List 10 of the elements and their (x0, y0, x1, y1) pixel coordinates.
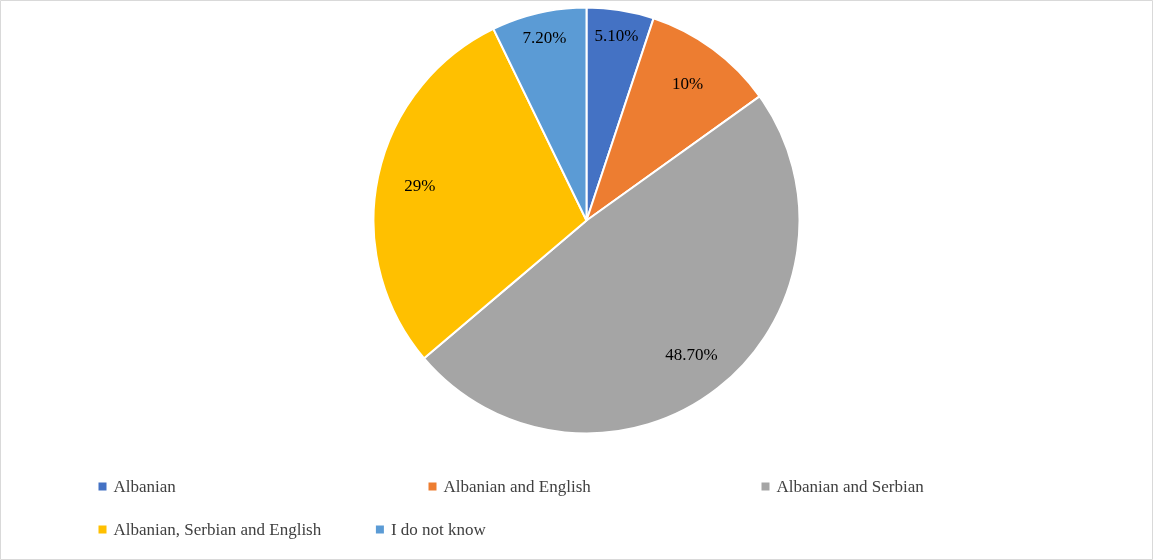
data-label: 48.70% (665, 345, 718, 365)
legend-label: Albanian and English (443, 477, 592, 496)
data-label: 29% (404, 175, 436, 195)
legend-label: Albanian (113, 477, 177, 496)
data-label: 10% (671, 73, 704, 93)
data-label: 5.10% (594, 25, 639, 45)
data-label: 7.20% (522, 28, 567, 48)
legend-label: Albanian and Serbian (776, 477, 925, 496)
legend-label: Albanian, Serbian and English (113, 520, 322, 539)
legend-label: I do not know (390, 520, 487, 539)
